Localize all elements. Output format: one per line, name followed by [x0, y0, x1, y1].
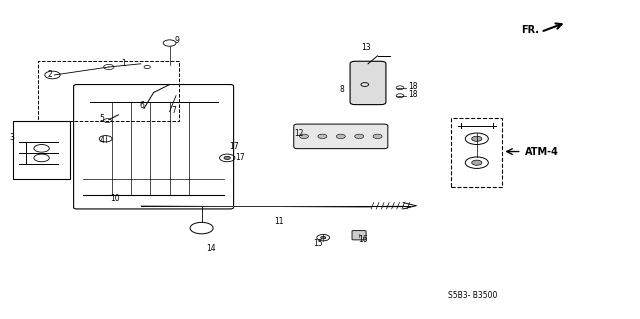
Text: 10: 10 [110, 194, 120, 203]
Text: 15: 15 [314, 239, 323, 248]
Text: 1: 1 [122, 59, 126, 68]
Text: 11: 11 [274, 217, 284, 226]
Bar [451, 118, 502, 187]
Text: 2: 2 [48, 70, 52, 79]
Circle shape [337, 134, 346, 138]
Circle shape [472, 136, 482, 141]
Circle shape [318, 134, 327, 138]
Text: 17: 17 [229, 142, 239, 151]
Text: 9: 9 [174, 36, 179, 45]
Bar [38, 61, 179, 121]
Text: 16: 16 [358, 235, 368, 244]
FancyBboxPatch shape [350, 61, 386, 105]
Text: 3: 3 [10, 133, 15, 142]
Text: 14: 14 [206, 244, 216, 253]
Circle shape [373, 134, 382, 138]
FancyBboxPatch shape [294, 124, 388, 149]
Circle shape [472, 160, 482, 165]
Bar [13, 121, 70, 179]
Circle shape [300, 134, 308, 138]
Text: 7: 7 [172, 106, 177, 115]
Text: 5: 5 [99, 114, 104, 122]
Text: 8: 8 [339, 85, 344, 94]
Text: 4: 4 [99, 136, 104, 145]
Circle shape [224, 156, 230, 160]
Text: 6: 6 [140, 101, 145, 110]
Text: 13: 13 [362, 43, 371, 52]
Text: ATM-4: ATM-4 [525, 146, 559, 157]
Text: FR.: FR. [522, 25, 540, 35]
Circle shape [355, 134, 364, 138]
Text: 18: 18 [408, 90, 418, 99]
Text: 12: 12 [294, 130, 304, 138]
Text: 17: 17 [236, 153, 245, 162]
FancyBboxPatch shape [352, 231, 366, 240]
Text: S5B3- B3500: S5B3- B3500 [448, 291, 497, 300]
Circle shape [321, 236, 326, 239]
Text: 18: 18 [408, 82, 418, 91]
